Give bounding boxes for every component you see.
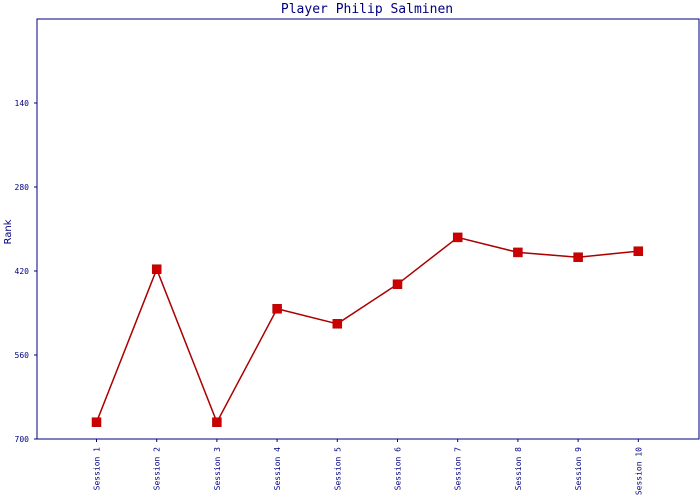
y-tick-label: 140 [15,99,30,108]
data-point [332,319,343,329]
data-point [573,252,583,262]
plot-area [36,18,700,440]
y-ticks: 140 280 420 560 700 [15,99,37,444]
series-group [91,232,644,427]
y-tick-label: 420 [15,267,30,276]
y-tick-label: 560 [15,351,30,360]
x-tick-label: Session 10 [634,447,643,495]
data-point [272,304,282,314]
x-tick-label: Session 5 [333,447,342,491]
x-tick-label: Session 6 [394,447,403,491]
series-line [95,236,639,424]
y-tick-label: 700 [15,435,30,444]
chart-title: Player Philip Salminen [281,2,453,17]
data-point [392,279,403,289]
y-axis-label: Rank [3,219,14,244]
data-point [633,246,644,256]
x-tick-label: Session 2 [153,447,162,491]
x-tick-label: Session 9 [574,447,583,491]
data-point [452,232,463,243]
data-point [212,417,222,427]
x-tick-label: Session 1 [93,447,102,491]
data-point [513,247,523,258]
data-point [91,417,102,427]
x-tick-label: Session 4 [273,447,282,491]
x-tick-label: Session 3 [213,447,222,491]
x-tick-label: Session 7 [454,447,463,491]
data-point [151,264,162,274]
x-tick-label: Session 8 [514,447,523,491]
y-tick-label: 280 [15,183,30,192]
x-ticks: Session 1 Session 2 Session 3 Session 4 Sess… [93,439,643,495]
